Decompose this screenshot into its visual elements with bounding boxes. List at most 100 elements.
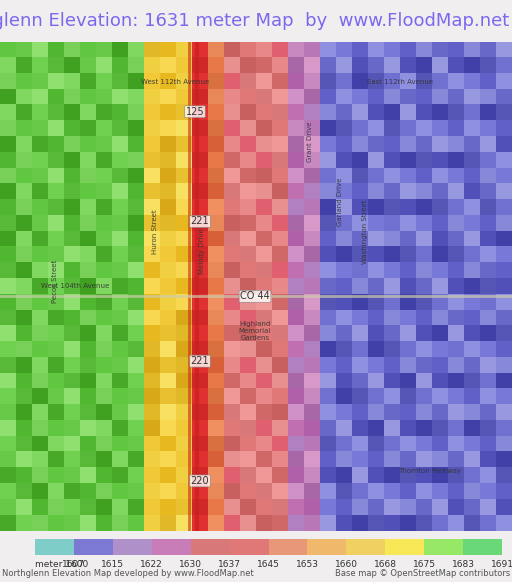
Bar xyxy=(32,467,49,484)
Bar xyxy=(192,388,208,404)
Bar xyxy=(464,310,480,326)
Bar xyxy=(80,341,96,357)
Bar xyxy=(112,325,129,342)
Text: Northglenn Elevation Map developed by www.FloodMap.net: Northglenn Elevation Map developed by ww… xyxy=(2,569,254,579)
Bar xyxy=(288,420,305,436)
Bar xyxy=(448,436,464,452)
Bar xyxy=(256,262,272,278)
Bar xyxy=(32,105,49,120)
Bar xyxy=(400,483,416,499)
Bar xyxy=(152,539,190,555)
Bar xyxy=(288,499,305,515)
Bar xyxy=(48,467,65,484)
Bar xyxy=(144,436,160,452)
Bar xyxy=(432,41,449,58)
Bar xyxy=(256,230,272,247)
Bar xyxy=(448,388,464,404)
Bar xyxy=(304,341,321,357)
Bar xyxy=(384,262,400,278)
Bar xyxy=(208,278,224,294)
Bar xyxy=(128,183,144,200)
Bar xyxy=(320,310,336,326)
Bar xyxy=(496,310,512,326)
Bar xyxy=(224,168,241,184)
Bar xyxy=(96,41,113,58)
Bar xyxy=(112,514,129,531)
Bar xyxy=(80,168,96,184)
Bar xyxy=(384,57,400,73)
Bar xyxy=(176,105,193,120)
Bar xyxy=(256,499,272,515)
Bar xyxy=(192,168,208,184)
Bar xyxy=(320,452,336,468)
Bar xyxy=(192,483,208,499)
Bar xyxy=(272,452,288,468)
Bar xyxy=(480,183,497,200)
Bar xyxy=(64,246,80,262)
Bar xyxy=(400,514,416,531)
Bar xyxy=(0,452,16,468)
Bar xyxy=(224,452,241,468)
Bar xyxy=(192,325,208,342)
Bar xyxy=(96,388,113,404)
Bar xyxy=(64,514,80,531)
Bar xyxy=(384,436,400,452)
Text: East 112th Avenue: East 112th Avenue xyxy=(367,79,433,85)
Bar xyxy=(224,483,241,499)
Bar xyxy=(176,168,193,184)
Bar xyxy=(176,278,193,294)
Bar xyxy=(304,294,321,310)
Bar xyxy=(208,168,224,184)
Bar xyxy=(384,246,400,262)
Bar xyxy=(496,514,512,531)
Bar xyxy=(208,310,224,326)
Text: 125: 125 xyxy=(186,107,204,117)
Bar xyxy=(160,57,177,73)
Bar xyxy=(128,436,144,452)
Bar xyxy=(256,436,272,452)
Bar xyxy=(192,199,208,215)
Bar xyxy=(320,325,336,342)
Bar xyxy=(368,467,385,484)
Bar xyxy=(256,105,272,120)
Bar xyxy=(48,105,65,120)
Bar xyxy=(448,57,464,73)
Bar xyxy=(304,499,321,515)
Bar xyxy=(304,230,321,247)
Bar xyxy=(48,120,65,137)
Bar xyxy=(224,105,241,120)
Bar xyxy=(368,325,385,342)
Bar xyxy=(64,372,80,389)
Bar xyxy=(336,404,352,420)
Bar xyxy=(224,278,241,294)
Bar xyxy=(48,294,65,310)
Bar xyxy=(208,41,224,58)
Bar xyxy=(208,88,224,105)
Bar xyxy=(80,452,96,468)
Bar xyxy=(80,467,96,484)
Bar xyxy=(304,246,321,262)
Bar xyxy=(400,230,416,247)
Bar xyxy=(208,514,224,531)
Bar xyxy=(64,183,80,200)
Bar xyxy=(112,294,129,310)
Bar xyxy=(480,136,497,152)
Bar xyxy=(336,105,352,120)
Bar xyxy=(112,420,129,436)
Bar xyxy=(144,483,160,499)
Bar xyxy=(144,452,160,468)
Bar xyxy=(496,404,512,420)
Bar xyxy=(192,183,208,200)
Bar xyxy=(160,467,177,484)
Bar xyxy=(0,57,16,73)
Bar xyxy=(64,388,80,404)
Bar xyxy=(448,152,464,168)
Bar xyxy=(160,262,177,278)
Bar xyxy=(144,372,160,389)
Bar xyxy=(288,436,305,452)
Bar xyxy=(496,325,512,342)
Bar xyxy=(272,120,288,137)
Bar xyxy=(496,278,512,294)
Bar xyxy=(320,246,336,262)
Bar xyxy=(240,420,257,436)
